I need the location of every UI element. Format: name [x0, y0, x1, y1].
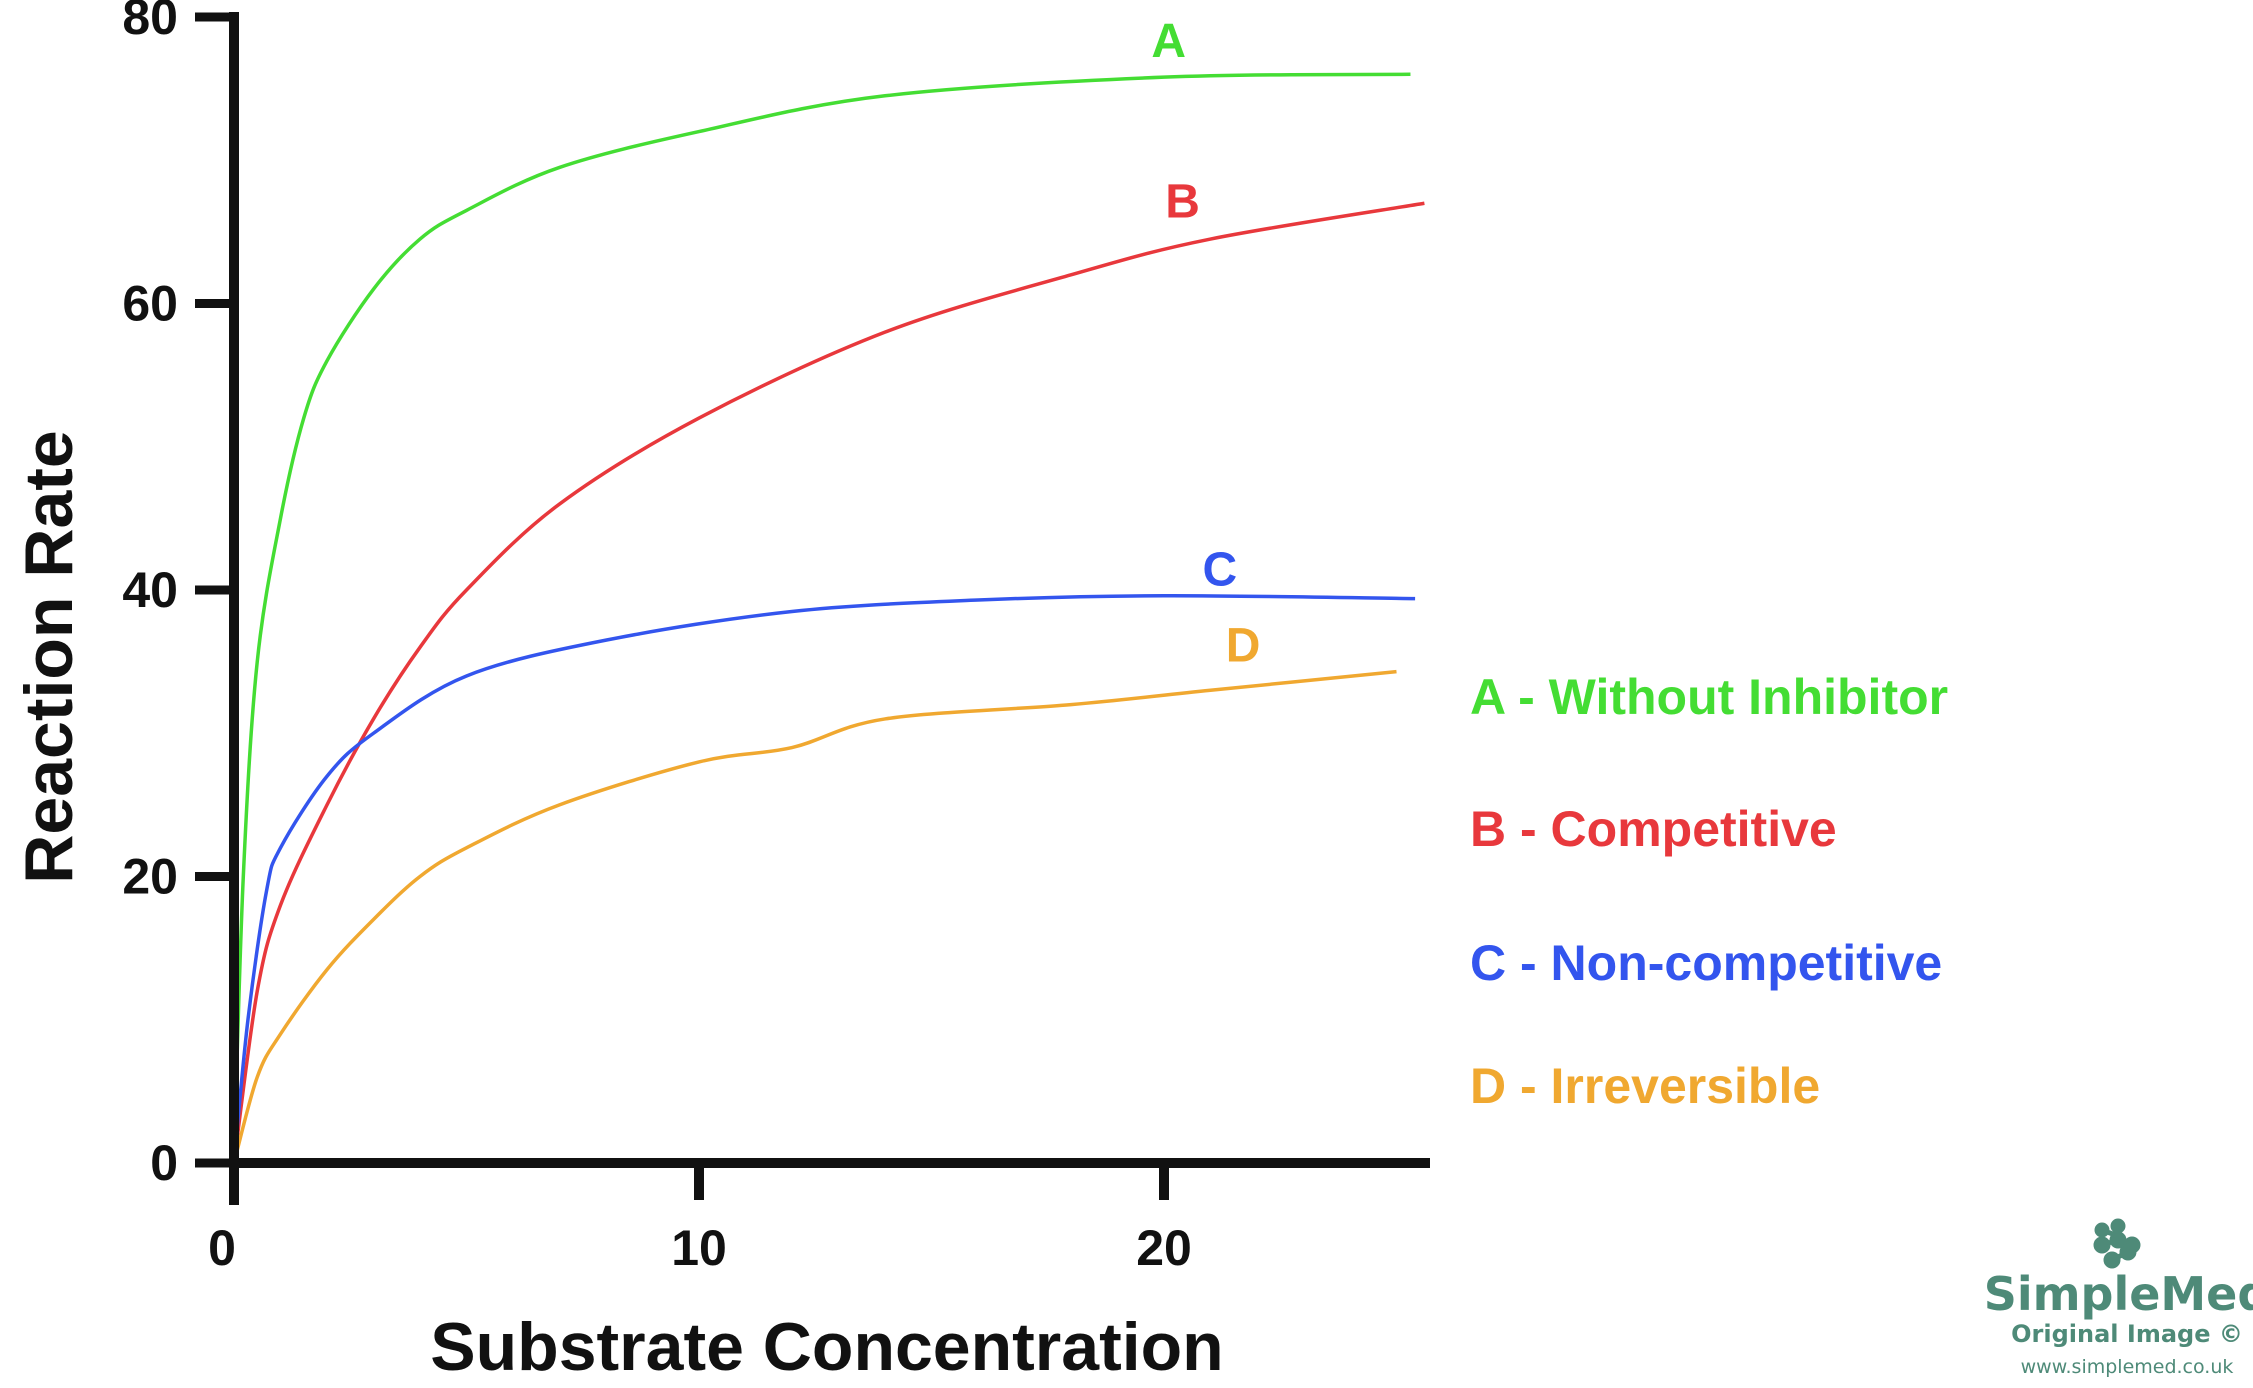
series-line-A: [232, 72, 1411, 1164]
x-axis-title: Substrate Concentration: [430, 1309, 1223, 1385]
molecule-logo-icon: [2093, 1218, 2141, 1269]
x-tick-label: 20: [1136, 1220, 1192, 1276]
series-line-C: [232, 593, 1416, 1164]
watermark-line2: Original Image ©: [2011, 1320, 2243, 1348]
watermark-url: www.simplemed.co.uk: [2021, 1356, 2234, 1378]
y-tick-label: 0: [150, 1135, 178, 1191]
series-line-B: [232, 201, 1425, 1164]
y-tick-label: 20: [122, 849, 178, 905]
x-tick-label: 0: [208, 1220, 236, 1276]
y-tick-label: 80: [122, 0, 178, 45]
series-label-A: A: [1151, 15, 1186, 68]
legend-entry-B: B - Competitive: [1470, 801, 1837, 857]
y-tick-label: 60: [122, 276, 178, 332]
watermark-brand: SimpleMed: [1984, 1267, 2253, 1321]
legend-entry-C: C - Non-competitive: [1470, 935, 1942, 991]
series-label-C: C: [1202, 544, 1237, 597]
series-label-B: B: [1165, 175, 1200, 228]
y-tick-label: 40: [122, 562, 178, 618]
x-tick-label: 10: [671, 1220, 727, 1276]
legend-entry-D: D - Irreversible: [1470, 1058, 1820, 1114]
simplemed-watermark: SimpleMed Original Image © www.simplemed…: [1984, 1218, 2253, 1378]
y-axis-title: Reaction Rate: [11, 430, 87, 883]
legend: A - Without Inhibitor B - Competitive C - …: [1470, 669, 1948, 1114]
legend-entry-A: A - Without Inhibitor: [1470, 669, 1948, 725]
series-label-D: D: [1226, 619, 1261, 672]
series-line-D: [232, 669, 1397, 1164]
curves: [232, 72, 1425, 1164]
